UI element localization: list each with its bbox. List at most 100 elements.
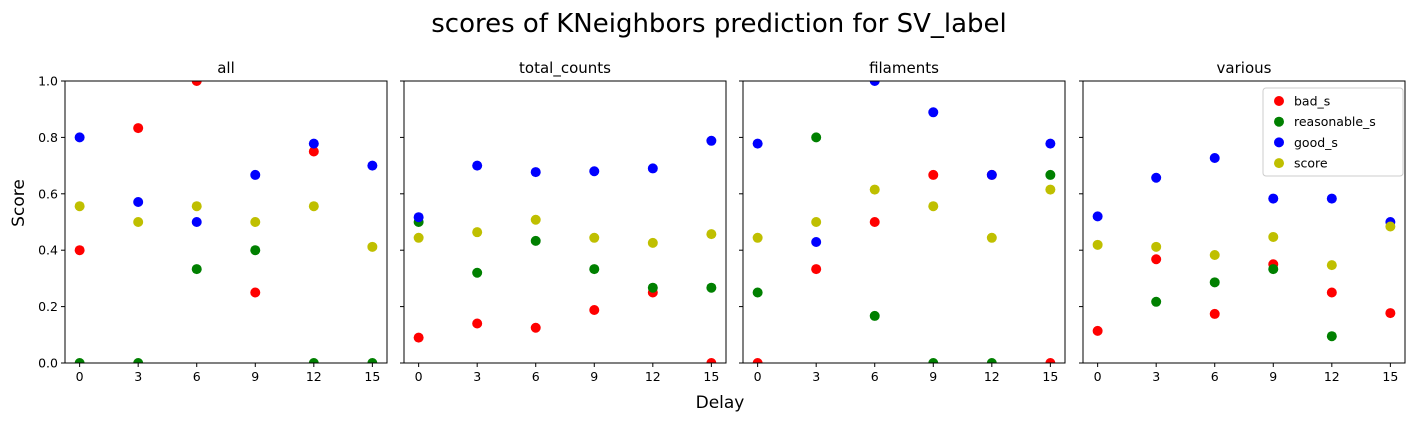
y-tick-label: 0.4 — [38, 243, 58, 258]
x-tick-label: 0 — [415, 369, 423, 384]
axes-frame — [403, 80, 727, 364]
legend-marker-reasonable-s — [1274, 116, 1284, 127]
point-bad-s — [706, 358, 717, 363]
point-good-s — [589, 166, 600, 177]
panels: all 0 3 6 9 12 15 0.0 0.2 0.4 0.6 0.8 1.0 total_count… — [38, 59, 1406, 384]
point-score — [1092, 239, 1103, 250]
panel-all: all 0 3 6 9 12 15 0.0 0.2 0.4 0.6 0.8 1.0 — [38, 59, 388, 384]
point-good-s — [869, 81, 880, 86]
x-tick-label: 9 — [1269, 369, 1277, 384]
point-good-s — [308, 138, 319, 149]
panel-total-counts: total_counts 0 3 6 9 12 15 — [400, 59, 727, 384]
point-score — [530, 214, 541, 225]
point-bad-s — [133, 123, 144, 134]
point-reasonable-s — [1151, 296, 1162, 307]
point-good-s — [647, 163, 658, 174]
point-score — [367, 241, 378, 252]
x-tick-label: 12 — [1324, 369, 1340, 384]
point-score — [308, 201, 319, 212]
point-reasonable-s — [589, 264, 600, 275]
point-reasonable-s — [1045, 169, 1056, 180]
point-score — [472, 227, 483, 238]
point-score — [250, 217, 261, 227]
point-score — [74, 201, 85, 212]
point-bad-s — [74, 245, 85, 256]
point-bad-s — [1151, 254, 1162, 265]
point-reasonable-s — [191, 264, 202, 275]
point-score — [647, 237, 658, 248]
point-score — [1209, 249, 1220, 260]
point-score — [752, 232, 763, 243]
legend-label-reasonable-s: reasonable_s — [1294, 114, 1376, 129]
point-bad-s — [752, 358, 763, 363]
x-tick-label: 9 — [590, 369, 598, 384]
y-tick-label: 1.0 — [38, 74, 58, 89]
legend-box — [1262, 87, 1404, 177]
axes-frame — [1082, 80, 1406, 364]
point-reasonable-s — [1209, 277, 1220, 288]
point-good-s — [191, 217, 202, 227]
point-reasonable-s — [74, 358, 85, 363]
x-tick-label: 3 — [473, 369, 481, 384]
point-good-s — [928, 107, 939, 118]
point-bad-s — [1385, 308, 1396, 319]
point-bad-s — [413, 332, 424, 343]
point-bad-s — [1326, 287, 1337, 298]
x-tick-label: 9 — [251, 369, 259, 384]
point-good-s — [472, 160, 483, 171]
point-bad-s — [1045, 358, 1056, 363]
legend-label-score: score — [1294, 156, 1328, 171]
x-tick-label: 6 — [193, 369, 201, 384]
point-bad-s — [472, 318, 483, 329]
point-good-s — [986, 169, 997, 180]
point-score — [706, 229, 717, 240]
point-score — [133, 217, 144, 227]
point-reasonable-s — [986, 358, 997, 363]
x-axis-label: Delay — [696, 393, 745, 413]
y-tick-label: 0.0 — [38, 356, 58, 371]
point-score — [1326, 260, 1337, 271]
point-bad-s — [589, 304, 600, 315]
point-reasonable-s — [250, 245, 261, 256]
axes-frame — [742, 80, 1066, 364]
figure-title: scores of KNeighbors prediction for SV_l… — [431, 9, 1007, 39]
point-good-s — [413, 212, 424, 223]
y-axis-label: Score — [9, 179, 29, 227]
x-tick-label: 3 — [1152, 369, 1160, 384]
point-score — [869, 184, 880, 195]
point-bad-s — [1092, 325, 1103, 336]
x-tick-label: 15 — [364, 369, 380, 384]
legend-marker-good-s — [1274, 137, 1284, 148]
y-tick-label: 0.8 — [38, 130, 58, 145]
point-reasonable-s — [530, 235, 541, 246]
point-bad-s — [530, 322, 541, 333]
panel-title: various — [1217, 59, 1272, 77]
x-tick-label: 9 — [929, 369, 937, 384]
point-good-s — [1092, 211, 1103, 222]
point-score — [928, 201, 939, 212]
point-reasonable-s — [133, 358, 144, 363]
points — [74, 81, 378, 363]
point-reasonable-s — [472, 267, 483, 278]
point-reasonable-s — [1268, 264, 1279, 275]
point-score — [1045, 184, 1056, 195]
point-score — [811, 217, 822, 227]
point-reasonable-s — [869, 310, 880, 321]
y-tick-label: 0.6 — [38, 186, 58, 201]
x-tick-label: 15 — [703, 369, 719, 384]
x-tick-label: 3 — [812, 369, 820, 384]
x-tick-label: 0 — [1094, 369, 1102, 384]
point-reasonable-s — [811, 132, 822, 143]
point-good-s — [1268, 193, 1279, 204]
y-tick-label: 0.2 — [38, 299, 58, 314]
point-score — [1385, 221, 1396, 232]
legend-label-good-s: good_s — [1294, 135, 1338, 150]
point-good-s — [250, 169, 261, 180]
point-good-s — [1151, 172, 1162, 183]
panel-title: filaments — [869, 59, 939, 77]
point-good-s — [1045, 138, 1056, 149]
panel-filaments: filaments 0 3 6 9 12 15 — [739, 59, 1066, 384]
point-bad-s — [250, 287, 261, 298]
